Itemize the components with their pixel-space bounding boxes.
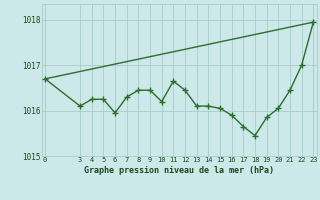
X-axis label: Graphe pression niveau de la mer (hPa): Graphe pression niveau de la mer (hPa) — [84, 166, 274, 175]
